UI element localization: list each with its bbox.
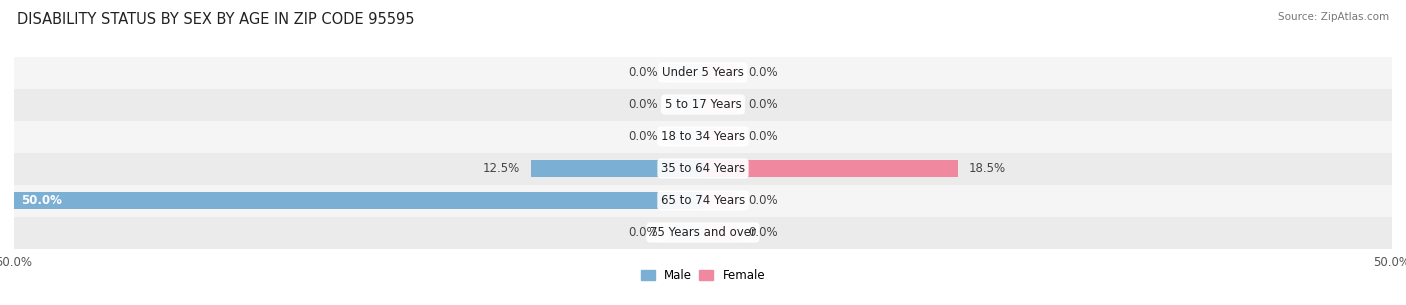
Text: 0.0%: 0.0%: [748, 194, 778, 207]
Text: Source: ZipAtlas.com: Source: ZipAtlas.com: [1278, 12, 1389, 22]
Text: 18.5%: 18.5%: [969, 162, 1007, 175]
Text: 0.0%: 0.0%: [628, 130, 658, 143]
Bar: [669, 64, 703, 81]
Bar: [703, 64, 738, 81]
Text: 5 to 17 Years: 5 to 17 Years: [665, 98, 741, 111]
Text: Under 5 Years: Under 5 Years: [662, 66, 744, 79]
Text: 18 to 34 Years: 18 to 34 Years: [661, 130, 745, 143]
Text: 0.0%: 0.0%: [748, 98, 778, 111]
Text: 75 Years and over: 75 Years and over: [650, 226, 756, 239]
Bar: [703, 128, 738, 145]
Bar: [14, 120, 1392, 152]
Bar: [669, 224, 703, 241]
Text: 12.5%: 12.5%: [482, 162, 520, 175]
Bar: [14, 56, 1392, 88]
Bar: [703, 192, 738, 209]
Bar: [703, 160, 957, 177]
Legend: Male, Female: Male, Female: [636, 265, 770, 287]
Bar: [14, 192, 703, 209]
Bar: [531, 160, 703, 177]
Text: 0.0%: 0.0%: [748, 66, 778, 79]
Bar: [703, 224, 738, 241]
Text: 0.0%: 0.0%: [628, 66, 658, 79]
Text: 0.0%: 0.0%: [748, 130, 778, 143]
Text: 65 to 74 Years: 65 to 74 Years: [661, 194, 745, 207]
Bar: [14, 88, 1392, 120]
Bar: [14, 185, 1392, 217]
Text: 0.0%: 0.0%: [748, 226, 778, 239]
Text: 35 to 64 Years: 35 to 64 Years: [661, 162, 745, 175]
Text: DISABILITY STATUS BY SEX BY AGE IN ZIP CODE 95595: DISABILITY STATUS BY SEX BY AGE IN ZIP C…: [17, 12, 415, 27]
Text: 50.0%: 50.0%: [21, 194, 62, 207]
Text: 0.0%: 0.0%: [628, 226, 658, 239]
Text: 0.0%: 0.0%: [628, 98, 658, 111]
Bar: [703, 96, 738, 113]
Bar: [669, 96, 703, 113]
Bar: [14, 217, 1392, 249]
Bar: [14, 152, 1392, 185]
Bar: [669, 128, 703, 145]
